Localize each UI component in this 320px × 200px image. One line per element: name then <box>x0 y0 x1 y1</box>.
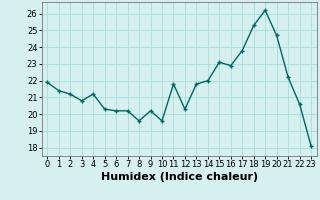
X-axis label: Humidex (Indice chaleur): Humidex (Indice chaleur) <box>100 172 258 182</box>
